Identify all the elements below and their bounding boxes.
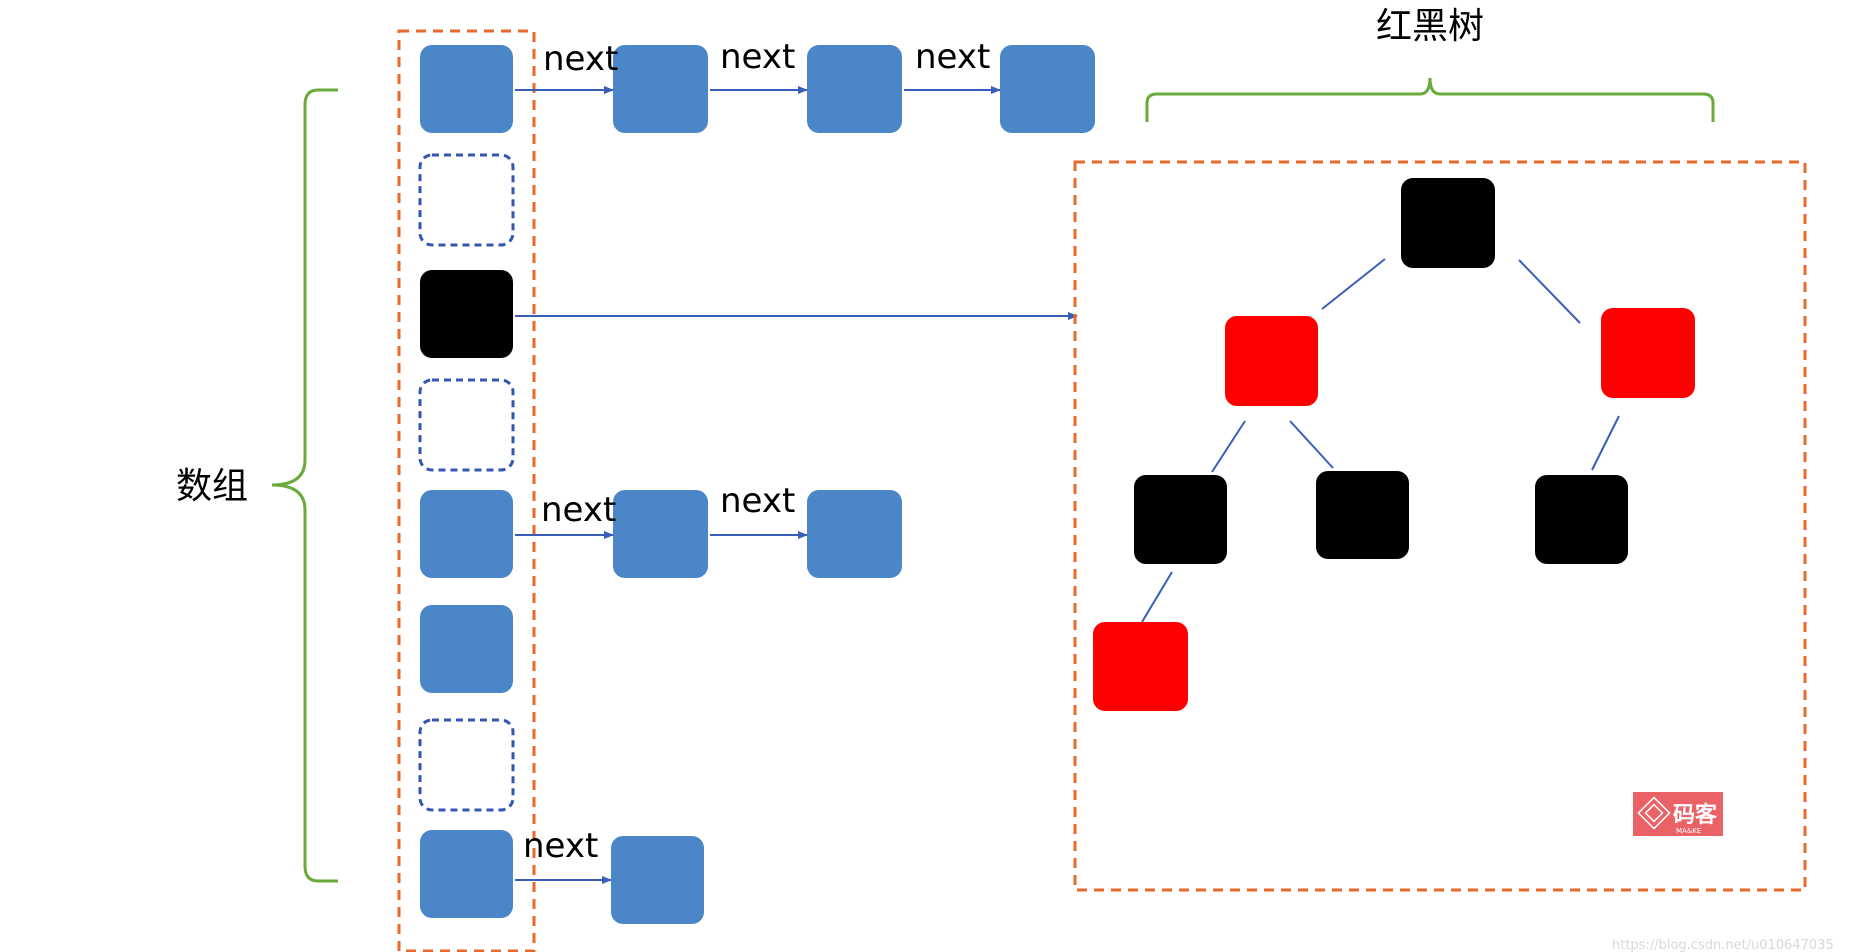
- tree-node-root-black: [1401, 178, 1495, 268]
- logo-mark-icon: [1637, 796, 1671, 830]
- tree-edge: [1321, 258, 1386, 310]
- array-container: [397, 29, 536, 952]
- next-label: next: [523, 826, 598, 866]
- tree-brace: [1145, 77, 1715, 122]
- watermark-url: https://blog.csdn.net/u010647035: [1612, 938, 1834, 952]
- logo-text: 码客: [1673, 802, 1718, 828]
- tree-edge: [1591, 415, 1620, 471]
- logo-badge: [1633, 792, 1723, 836]
- logo-subtext: MA&KE: [1676, 827, 1701, 835]
- next-label: next: [541, 490, 616, 530]
- list-node: [613, 490, 708, 578]
- tree-label: 红黑树: [1376, 6, 1484, 47]
- tree-container: [1073, 160, 1807, 892]
- logo: 码客 MA&KE: [1633, 792, 1723, 836]
- array-brace: [271, 88, 338, 883]
- list-node: [807, 490, 902, 578]
- tree-edge: [1141, 571, 1173, 623]
- linked-list-row-5: next next: [515, 481, 902, 578]
- array-label: 数组: [176, 466, 248, 507]
- array-slot-filled: [420, 45, 513, 133]
- tree-edge: [1289, 420, 1334, 469]
- next-label: next: [543, 39, 618, 79]
- tree-node-red: [1601, 308, 1695, 398]
- array-slots: [418, 45, 515, 918]
- next-label: next: [915, 37, 990, 77]
- tree-node-red: [1225, 316, 1318, 406]
- tree-node-black: [1316, 471, 1409, 559]
- list-node: [611, 836, 704, 924]
- tree-node-black: [1535, 475, 1628, 564]
- array-slot-empty: [418, 153, 515, 247]
- linked-list-row-8: next: [515, 826, 704, 924]
- tree-nodes: [1093, 178, 1695, 711]
- next-label: next: [720, 481, 795, 521]
- tree-node-red: [1093, 622, 1188, 711]
- tree-node-black: [1134, 475, 1227, 564]
- array-slot-filled: [420, 830, 513, 918]
- array-slot-tree-root: [420, 270, 513, 358]
- array-slot-empty: [418, 378, 515, 472]
- list-node: [807, 45, 902, 133]
- next-label: next: [720, 37, 795, 77]
- array-slot-filled: [420, 605, 513, 693]
- linked-list-row-1: next next next: [515, 37, 1095, 133]
- tree-edges: [1141, 258, 1620, 623]
- array-slot-filled: [420, 490, 513, 578]
- array-slot-empty: [418, 718, 515, 812]
- list-node: [613, 45, 708, 133]
- tree-edge: [1518, 259, 1581, 324]
- tree-edge: [1211, 420, 1246, 473]
- list-node: [1000, 45, 1095, 133]
